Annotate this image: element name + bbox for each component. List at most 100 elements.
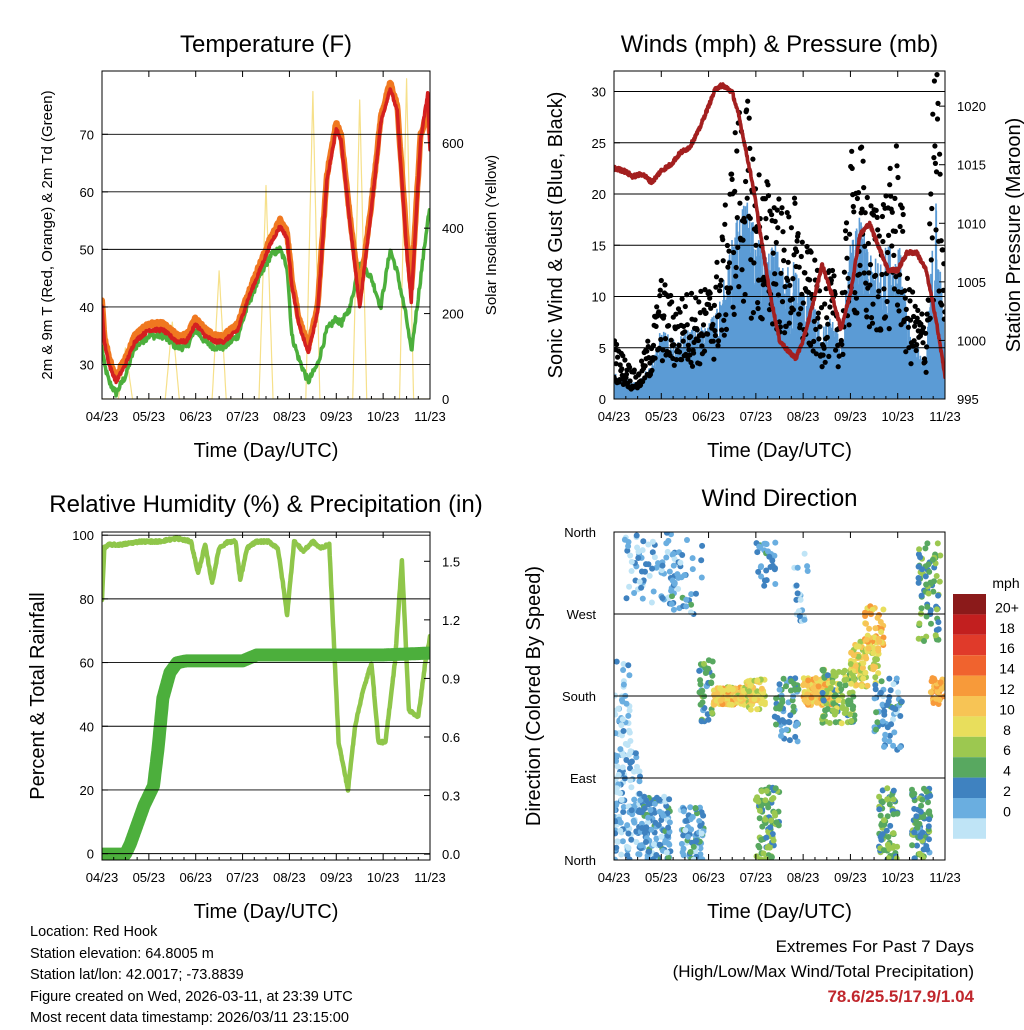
direction-point <box>804 682 811 689</box>
y2-tick-label: 1000 <box>957 333 986 348</box>
gust-point <box>934 116 941 122</box>
gust-point <box>915 307 921 313</box>
direction-point <box>754 706 761 713</box>
direction-point <box>614 730 619 737</box>
direction-point <box>620 809 627 815</box>
direction-point <box>927 579 934 586</box>
direction-point <box>645 814 652 821</box>
direction-point <box>840 698 847 705</box>
colorbar-swatch <box>953 818 986 839</box>
direction-point <box>769 562 776 569</box>
y2-tick-label: 0.6 <box>442 730 460 745</box>
direction-point <box>924 794 931 800</box>
direction-point <box>614 844 620 851</box>
gust-point <box>938 238 944 244</box>
direction-point <box>669 577 676 584</box>
x-tick-label: 10/23 <box>367 409 400 424</box>
y-tick-label: 0 <box>87 847 94 862</box>
direction-point <box>615 705 622 712</box>
chart-wind: 05101520253099510001005101010151020Sonic… <box>545 31 1024 462</box>
direction-point <box>874 614 881 621</box>
direction-point <box>659 562 666 569</box>
direction-point <box>666 796 673 803</box>
gust-point <box>617 362 623 368</box>
direction-point <box>762 797 769 804</box>
chart-temp: 30 40 50 60 70 0 200 400 600 2m & 9m T (Red, Oran… <box>39 31 500 462</box>
x-axis-label: Time (Day/UTC) <box>194 901 339 923</box>
plot-area <box>614 72 945 399</box>
gust-point <box>723 312 729 318</box>
direction-point <box>914 842 920 849</box>
direction-point <box>620 752 627 759</box>
solar-insolation-line <box>102 78 430 399</box>
extremes-panel: Extremes For Past 7 Days (High/Low/Max W… <box>673 934 974 1009</box>
gust-point <box>822 301 828 307</box>
gust-point <box>661 313 667 319</box>
gust-point <box>614 341 620 348</box>
gust-point <box>718 277 724 283</box>
direction-point <box>860 675 867 682</box>
gust-point <box>676 349 683 355</box>
direction-point <box>678 840 685 847</box>
gust-point <box>797 322 803 328</box>
direction-point <box>618 796 625 803</box>
direction-point <box>690 856 697 860</box>
direction-point <box>795 608 802 615</box>
x-tick-label: 10/23 <box>367 870 400 885</box>
gust-point <box>658 277 664 284</box>
direction-point <box>836 681 843 688</box>
gust-point <box>808 249 814 255</box>
direction-point <box>932 632 939 639</box>
gust-point <box>930 111 936 117</box>
gust-point <box>715 343 721 349</box>
gust-point <box>697 361 703 367</box>
direction-point <box>922 573 929 580</box>
direction-point <box>855 653 862 660</box>
gust-point <box>867 262 874 268</box>
direction-point <box>681 572 688 579</box>
direction-point <box>864 682 871 689</box>
direction-point <box>925 823 932 830</box>
direction-point <box>631 796 638 803</box>
gust-point <box>844 255 850 261</box>
y-axis-label: 2m & 9m T (Red, Orange) & 2m Td (Green) <box>39 90 56 379</box>
direction-point <box>897 744 903 751</box>
direction-point <box>648 826 655 833</box>
direction-point <box>778 732 784 739</box>
gust-point <box>913 347 919 354</box>
direction-point <box>636 790 643 797</box>
gust-point <box>740 298 747 304</box>
direction-point <box>625 830 632 837</box>
direction-point <box>778 727 785 734</box>
direction-point <box>767 824 774 831</box>
direction-point <box>620 728 627 734</box>
gust-point <box>721 332 727 338</box>
direction-point <box>773 721 779 728</box>
direction-point <box>618 851 625 858</box>
direction-point <box>632 750 639 757</box>
direction-point <box>887 822 894 829</box>
direction-point <box>925 799 931 806</box>
gust-point <box>866 324 873 330</box>
gust-point <box>786 320 792 326</box>
direction-point <box>922 545 929 552</box>
gust-point <box>790 276 796 282</box>
direction-point <box>776 681 783 688</box>
direction-point <box>769 831 776 837</box>
gust-point <box>912 323 918 329</box>
direction-point <box>804 563 811 570</box>
gust-point <box>769 212 775 218</box>
gust-point <box>866 270 872 276</box>
colorbar-label: 18 <box>999 620 1015 636</box>
gust-point <box>755 300 761 306</box>
direction-point <box>638 820 645 827</box>
gust-point <box>824 315 830 321</box>
y-tick-label: 60 <box>80 185 94 200</box>
gust-point <box>679 357 685 363</box>
gust-point <box>894 302 901 308</box>
gust-point <box>671 362 677 368</box>
direction-point <box>872 656 879 663</box>
direction-point <box>893 675 900 682</box>
direction-point <box>859 664 866 671</box>
direction-point <box>720 687 727 694</box>
